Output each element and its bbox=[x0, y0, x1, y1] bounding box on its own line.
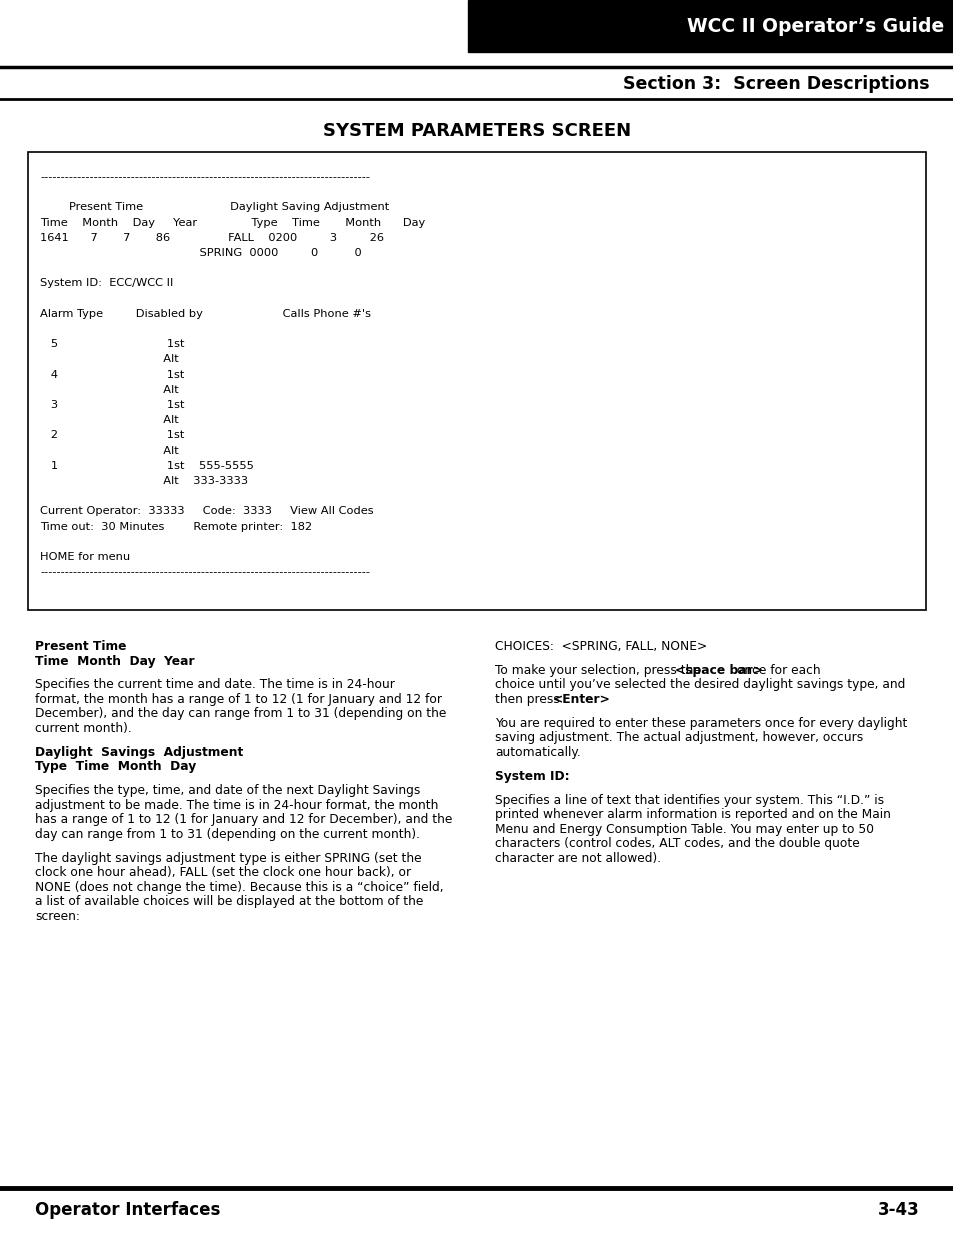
Bar bbox=[28, 152, 925, 610]
Text: 1                              1st    555-5555: 1 1st 555-5555 bbox=[40, 461, 253, 471]
Text: 4                              1st: 4 1st bbox=[40, 369, 184, 379]
Text: Alt: Alt bbox=[40, 385, 178, 395]
Bar bbox=[468, 0, 953, 52]
Text: --------------------------------------------------------------------------------: ----------------------------------------… bbox=[40, 172, 370, 182]
Text: <space bar>: <space bar> bbox=[674, 664, 761, 677]
Text: saving adjustment. The actual adjustment, however, occurs: saving adjustment. The actual adjustment… bbox=[495, 731, 862, 745]
Text: The daylight savings adjustment type is either SPRING (set the: The daylight savings adjustment type is … bbox=[35, 852, 421, 864]
Text: Time out:  30 Minutes        Remote printer:  182: Time out: 30 Minutes Remote printer: 182 bbox=[40, 521, 312, 531]
Text: ⁠Menu and Energy Consumption Table. You may enter up to 50: ⁠Menu and Energy Consumption Table. You … bbox=[495, 823, 873, 836]
Text: Alt    333-3333: Alt 333-3333 bbox=[40, 475, 248, 487]
Text: System ID:  ECC/WCC II: System ID: ECC/WCC II bbox=[40, 278, 173, 289]
Text: clock one hour ahead), FALL (set the clock one hour back), or: clock one hour ahead), FALL (set the clo… bbox=[35, 866, 411, 879]
Text: System ID:: System ID: bbox=[495, 769, 569, 783]
Text: Operator Interfaces: Operator Interfaces bbox=[35, 1200, 220, 1219]
Text: has a range of 1 to 12 (1 for January and 12 for December), and the: has a range of 1 to 12 (1 for January an… bbox=[35, 814, 452, 826]
Text: then press: then press bbox=[495, 693, 563, 706]
Text: 3                              1st: 3 1st bbox=[40, 400, 184, 410]
Text: Present Time                        Daylight Saving Adjustment: Present Time Daylight Saving Adjustment bbox=[40, 203, 389, 212]
Text: HOME for menu: HOME for menu bbox=[40, 552, 130, 562]
Text: day can range from 1 to 31 (depending on the current month).: day can range from 1 to 31 (depending on… bbox=[35, 827, 419, 841]
Text: 1641      7       7       86                FALL    0200         3         26: 1641 7 7 86 FALL 0200 3 26 bbox=[40, 233, 384, 243]
Text: format, the month has a range of 1 to 12 (1 for January and 12 for: format, the month has a range of 1 to 12… bbox=[35, 693, 441, 706]
Text: adjustment to be made. The time is in 24-hour format, the month: adjustment to be made. The time is in 24… bbox=[35, 799, 438, 811]
Text: Time    Month    Day     Year               Type    Time       Month      Day: Time Month Day Year Type Time Month Day bbox=[40, 217, 425, 227]
Text: characters (control codes, ALT codes, and the double quote: characters (control codes, ALT codes, an… bbox=[495, 837, 859, 850]
Text: Current Operator:  33333     Code:  3333     View All Codes: Current Operator: 33333 Code: 3333 View … bbox=[40, 506, 374, 516]
Text: December), and the day can range from 1 to 31 (depending on the: December), and the day can range from 1 … bbox=[35, 708, 446, 720]
Text: Alt: Alt bbox=[40, 354, 178, 364]
Text: 2                              1st: 2 1st bbox=[40, 431, 184, 441]
Text: Specifies the type, time, and date of the next Daylight Savings: Specifies the type, time, and date of th… bbox=[35, 784, 420, 798]
Text: <Enter>: <Enter> bbox=[553, 693, 610, 706]
Text: once for each: once for each bbox=[732, 664, 820, 677]
Text: 5                              1st: 5 1st bbox=[40, 340, 184, 350]
Text: NONE (does not change the time). Because this is a “choice” field,: NONE (does not change the time). Because… bbox=[35, 881, 443, 894]
Text: character are not allowed).: character are not allowed). bbox=[495, 852, 660, 864]
Text: automatically.: automatically. bbox=[495, 746, 580, 758]
Text: --------------------------------------------------------------------------------: ----------------------------------------… bbox=[40, 567, 370, 577]
Text: Alt: Alt bbox=[40, 415, 178, 425]
Text: Present Time: Present Time bbox=[35, 640, 127, 653]
Text: choice until you’ve selected the desired daylight savings type, and: choice until you’ve selected the desired… bbox=[495, 678, 904, 692]
Text: Type  Time  Month  Day: Type Time Month Day bbox=[35, 761, 196, 773]
Text: WCC II Operator’s Guide: WCC II Operator’s Guide bbox=[686, 16, 943, 36]
Text: printed whenever alarm information is reported and on the ⁠Main: printed whenever alarm information is re… bbox=[495, 808, 890, 821]
Text: You are required to enter these parameters once for every daylight: You are required to enter these paramete… bbox=[495, 716, 906, 730]
Text: Daylight  Savings  Adjustment: Daylight Savings Adjustment bbox=[35, 746, 243, 758]
Text: Time  Month  Day  Year: Time Month Day Year bbox=[35, 655, 194, 667]
Text: SPRING  0000         0          0: SPRING 0000 0 0 bbox=[40, 248, 361, 258]
Text: screen:: screen: bbox=[35, 910, 80, 923]
Text: Alarm Type         Disabled by                      Calls Phone #'s: Alarm Type Disabled by Calls Phone #'s bbox=[40, 309, 371, 319]
Text: .: . bbox=[589, 693, 594, 706]
Text: Alt: Alt bbox=[40, 446, 178, 456]
Text: Specifies the current time and date. The time is in 24-hour: Specifies the current time and date. The… bbox=[35, 678, 395, 692]
Text: current month).: current month). bbox=[35, 722, 132, 735]
Text: Section 3:  Screen Descriptions: Section 3: Screen Descriptions bbox=[622, 75, 929, 93]
Text: 3-43: 3-43 bbox=[878, 1200, 919, 1219]
Text: SYSTEM PARAMETERS SCREEN: SYSTEM PARAMETERS SCREEN bbox=[323, 122, 630, 140]
Text: To make your selection, press the: To make your selection, press the bbox=[495, 664, 704, 677]
Text: Specifies a line of text that identifies your system. This “I.D.” is: Specifies a line of text that identifies… bbox=[495, 794, 883, 806]
Text: CHOICES:  <SPRING, FALL, NONE>: CHOICES: <SPRING, FALL, NONE> bbox=[495, 640, 706, 653]
Text: a list of available choices will be displayed at the bottom of the: a list of available choices will be disp… bbox=[35, 895, 423, 908]
